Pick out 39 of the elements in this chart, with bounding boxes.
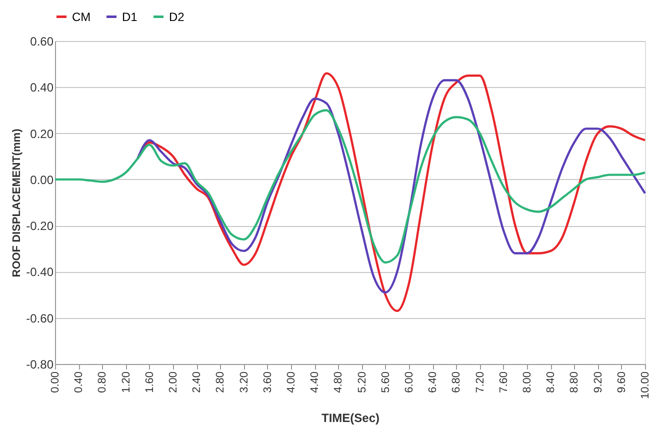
x-tick-label: 10.00 <box>640 372 652 400</box>
y-tick-label: -0.60 <box>26 311 54 326</box>
y-tick-label: -0.40 <box>26 265 54 280</box>
y-tick-label: 0.60 <box>30 34 54 48</box>
x-tick-label: 0.40 <box>73 372 86 393</box>
x-tick-label: 0.80 <box>96 372 109 393</box>
y-tick-label: -0.80 <box>26 358 54 372</box>
x-tick-label: 7.20 <box>474 372 486 393</box>
x-tick-label: 7.60 <box>498 372 510 393</box>
y-tick-label: 0.00 <box>30 172 54 187</box>
x-tick-label: 3.20 <box>238 372 250 393</box>
x-axis-title: TIME(Sec) <box>321 411 380 426</box>
x-tick-label: 2.80 <box>214 372 227 393</box>
x-tick-label: 8.40 <box>545 372 558 393</box>
x-tick-label: 8.00 <box>522 372 534 393</box>
x-tick-label: 5.60 <box>380 372 392 393</box>
y-axis-title: ROOF DISPLACEMENT(mm) <box>11 128 24 278</box>
x-tick-label: 5.20 <box>356 372 368 393</box>
x-tick-label: 2.40 <box>191 372 204 393</box>
y-tick-label: 0.40 <box>30 80 54 95</box>
x-tick-label: 1.20 <box>120 372 132 393</box>
y-tick-label: -0.20 <box>26 219 54 234</box>
x-tick-label: 3.60 <box>262 372 274 393</box>
legend-label: D1 <box>122 10 138 24</box>
x-tick-label: 9.60 <box>616 372 628 393</box>
line-series <box>54 109 646 264</box>
x-tick-label: 8.80 <box>568 372 581 393</box>
legend-label: D2 <box>169 10 185 24</box>
x-tick-label: 2.00 <box>168 372 180 393</box>
x-tick-label: 1.60 <box>144 372 156 393</box>
x-tick-label: 6.80 <box>450 372 463 393</box>
x-tick-label: 4.80 <box>332 372 345 393</box>
legend-label: CM <box>72 10 91 24</box>
x-tick-label: 6.00 <box>404 372 416 393</box>
y-tick-label: 0.20 <box>30 126 54 141</box>
x-tick-label: 9.20 <box>592 372 604 393</box>
x-tick-label: 4.00 <box>286 372 298 393</box>
x-tick-label: 4.40 <box>309 372 322 393</box>
x-tick-label: 6.40 <box>427 372 440 393</box>
